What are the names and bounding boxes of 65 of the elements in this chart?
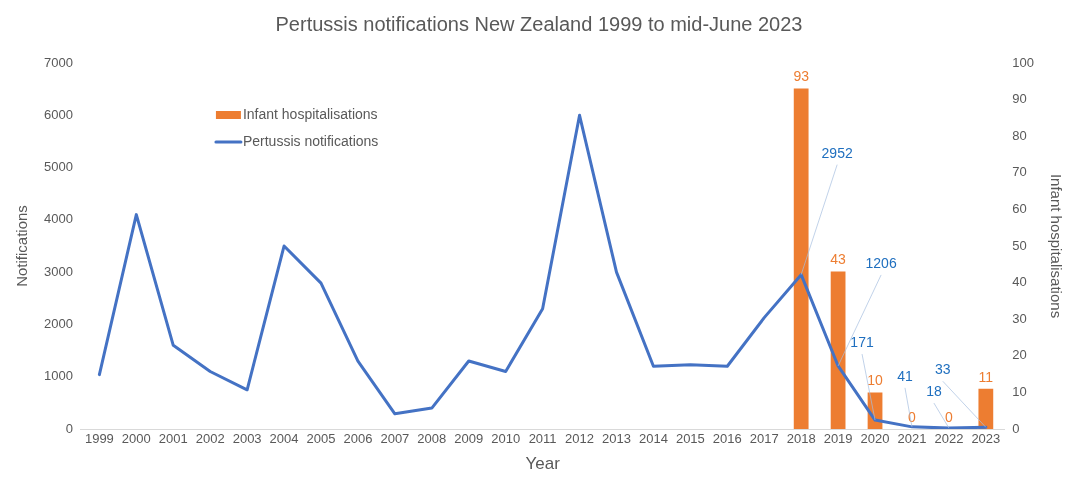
chart-title: Pertussis notifications New Zealand 1999 to mid-June 2023	[275, 12, 803, 35]
data-label: 33	[935, 361, 951, 378]
y-tick-label: 4000	[44, 211, 73, 227]
x-tick-label: 2000	[121, 431, 151, 447]
x-tick-label: 1999	[84, 431, 114, 447]
y-tick-label: 0	[65, 420, 73, 436]
data-label: 10	[867, 372, 884, 389]
x-tick-label: 2014	[638, 431, 668, 447]
y-tick-label: 2000	[44, 316, 73, 332]
x-tick-label: 2006	[343, 431, 373, 447]
y2-tick-label: 10	[1012, 383, 1027, 399]
x-tick-label: 2015	[675, 431, 705, 447]
data-label: 0	[945, 408, 954, 425]
x-tick-label: 2012	[565, 431, 595, 447]
y-axis-title: Notifications	[13, 205, 31, 287]
x-tick-label: 2007	[380, 431, 410, 447]
x-axis-title: Year	[525, 454, 561, 474]
y2-tick-label: 50	[1012, 237, 1027, 253]
x-tick-label: 2011	[528, 431, 557, 447]
x-tick-label: 2023	[971, 431, 1001, 447]
legend-label: Infant hospitalisations	[242, 105, 378, 122]
y2-tick-label: 100	[1012, 54, 1035, 70]
y2-tick-label: 80	[1012, 127, 1027, 143]
x-tick-label: 2008	[417, 431, 447, 447]
x-tick-label: 2001	[158, 431, 188, 447]
x-tick-label: 2016	[712, 431, 742, 447]
bar	[830, 271, 846, 429]
x-tick-label: 2003	[232, 431, 262, 447]
y-tick-label: 1000	[44, 368, 73, 384]
x-tick-label: 2021	[897, 431, 927, 447]
y2-tick-label: 70	[1012, 164, 1027, 180]
data-label: 0	[908, 408, 917, 425]
data-label: 1206	[865, 254, 897, 271]
y2-tick-label: 90	[1012, 91, 1027, 107]
x-tick-label: 2005	[306, 431, 336, 447]
x-tick-label: 2017	[749, 431, 779, 447]
data-label: 43	[830, 251, 847, 268]
data-label: 11	[978, 368, 994, 385]
data-label: 93	[793, 68, 810, 85]
data-label: 41	[897, 367, 913, 384]
x-tick-label: 2002	[195, 431, 225, 447]
y2-tick-label: 40	[1012, 274, 1027, 290]
x-tick-label: 2019	[823, 431, 853, 447]
x-tick-label: 2009	[454, 431, 484, 447]
data-label: 18	[926, 382, 942, 399]
y-tick-label: 5000	[44, 159, 73, 175]
bar	[793, 88, 809, 429]
y2-axis-title: Infant hospitalisations	[1047, 173, 1065, 319]
x-tick-label: 2020	[860, 431, 890, 447]
y-tick-label: 6000	[44, 106, 73, 122]
y-tick-label: 7000	[44, 54, 73, 70]
x-tick-label: 2018	[786, 431, 816, 447]
y-tick-label: 3000	[44, 263, 73, 279]
x-tick-label: 2013	[602, 431, 631, 447]
x-tick-label: 2010	[491, 431, 521, 447]
y2-tick-label: 20	[1012, 347, 1027, 363]
data-label: 2952	[821, 144, 853, 161]
y2-tick-label: 0	[1012, 420, 1020, 436]
data-label: 171	[850, 333, 874, 350]
x-tick-label: 2004	[269, 431, 299, 447]
legend-label: Pertussis notifications	[242, 132, 379, 149]
y2-tick-label: 60	[1012, 200, 1027, 216]
y2-tick-label: 30	[1012, 310, 1027, 326]
x-tick-label: 2022	[934, 431, 964, 447]
bar	[978, 388, 994, 429]
